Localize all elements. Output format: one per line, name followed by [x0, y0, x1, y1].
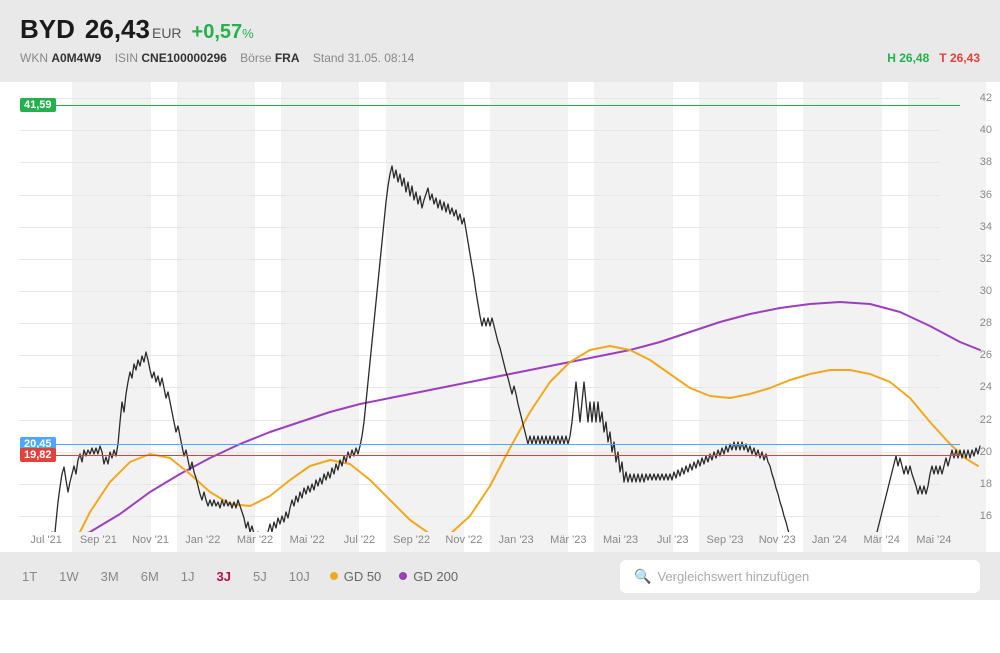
range-button-3m[interactable]: 3M [99, 565, 121, 588]
legend-item-gd-200[interactable]: GD 200 [399, 569, 458, 584]
x-axis-tick-13: Sep '23 [707, 534, 744, 546]
x-axis-tick-5: Mai '22 [290, 534, 325, 546]
header: BYD 26,43 EUR +0,57% WKN A0M4W9 ISIN CNE1… [0, 0, 1000, 82]
gd-200-dot-icon [399, 572, 407, 580]
red-reference-line [20, 455, 960, 456]
range-button-3j[interactable]: 3J [215, 565, 233, 588]
x-axis-tick-8: Nov '22 [445, 534, 482, 546]
header-top: BYD 26,43 EUR +0,57% [20, 14, 980, 45]
range-button-1w[interactable]: 1W [57, 565, 81, 588]
x-axis-tick-14: Nov '23 [759, 534, 796, 546]
security-meta: WKN A0M4W9 ISIN CNE100000296 Börse FRA S… [20, 51, 414, 65]
x-axis-tick-1: Sep '21 [80, 534, 117, 546]
range-button-6m[interactable]: 6M [139, 565, 161, 588]
range-button-1j[interactable]: 1J [179, 565, 197, 588]
gd50-line [30, 346, 978, 532]
range-button-1t[interactable]: 1T [20, 565, 39, 588]
x-axis-tick-2: Nov '21 [132, 534, 169, 546]
legend-label-gd-200: GD 200 [413, 569, 458, 584]
compare-search-placeholder: Vergleichswert hinzufügen [657, 569, 809, 584]
hi-lo-display: H 26,48 T 26,43 [887, 51, 980, 65]
ticker-label: BYD [20, 14, 75, 45]
range-button-5j[interactable]: 5J [251, 565, 269, 588]
legend-label-gd-50: GD 50 [344, 569, 382, 584]
gd-50-dot-icon [330, 572, 338, 580]
toolbar: 1T 1W 3M 6M 1J 3J 5J 10J GD 50 GD 200 🔍 Vergleic… [0, 552, 1000, 600]
high-reference-label: 41,59 [20, 98, 56, 112]
x-axis-tick-4: Mär '22 [237, 534, 273, 546]
price-value: 26,43 EUR [85, 14, 182, 45]
range-selector: 1T 1W 3M 6M 1J 3J 5J 10J [20, 565, 312, 588]
x-axis-tick-16: Mär '24 [863, 534, 899, 546]
x-axis-tick-15: Jan '24 [812, 534, 847, 546]
red-reference-label: 19,82 [20, 448, 56, 462]
x-axis-tick-17: Mai '24 [916, 534, 951, 546]
x-axis-tick-6: Jul '22 [344, 534, 375, 546]
compare-search-box[interactable]: 🔍 Vergleichswert hinzufügen [620, 560, 980, 593]
app-root: BYD 26,43 EUR +0,57% WKN A0M4W9 ISIN CNE1… [0, 0, 1000, 653]
x-axis-tick-7: Sep '22 [393, 534, 430, 546]
range-button-10j[interactable]: 10J [287, 565, 312, 588]
chart-area[interactable]: 16 18 20 22 24 26 28 30 32 34 36 38 40 42 Jul '21 Sep … [0, 82, 1000, 552]
search-icon: 🔍 [634, 568, 651, 585]
price-line [30, 166, 980, 532]
x-axis-tick-12: Jul '23 [657, 534, 688, 546]
legend-item-gd-50[interactable]: GD 50 [330, 569, 382, 584]
x-axis-tick-9: Jan '23 [499, 534, 534, 546]
x-axis-tick-3: Jan '22 [185, 534, 220, 546]
price-chart-svg[interactable] [0, 82, 1000, 532]
header-bottom: WKN A0M4W9 ISIN CNE100000296 Börse FRA S… [20, 51, 980, 65]
x-axis-tick-0: Jul '21 [30, 534, 61, 546]
blue-reference-line [20, 444, 960, 445]
x-axis-tick-11: Mai '23 [603, 534, 638, 546]
change-pct: +0,57% [192, 21, 254, 44]
chart-legend: GD 50 GD 200 [330, 569, 458, 584]
x-axis-tick-10: Mär '23 [550, 534, 586, 546]
high-reference-line [20, 105, 960, 106]
